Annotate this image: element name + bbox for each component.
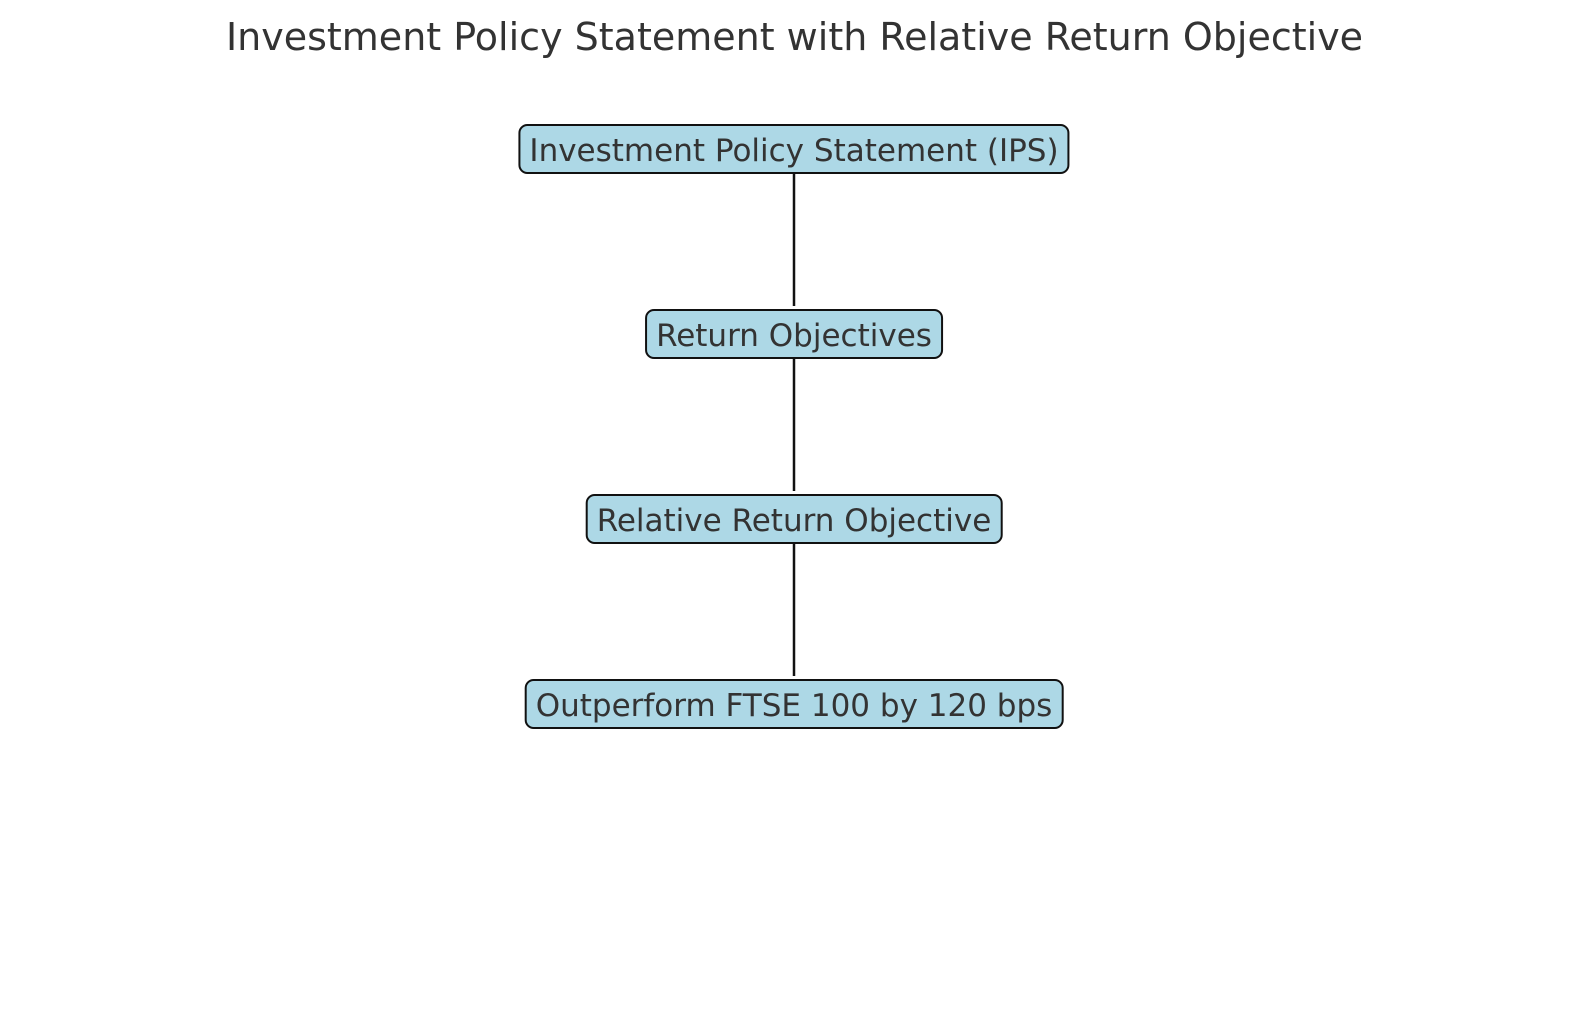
node-label: Return Objectives — [656, 318, 932, 354]
node-ips: Investment Policy Statement (IPS) — [518, 124, 1070, 174]
node-relative-return-objective: Relative Return Objective — [585, 494, 1003, 544]
node-label: Relative Return Objective — [596, 503, 992, 539]
node-return-objectives: Return Objectives — [645, 309, 943, 359]
diagram-title: Investment Policy Statement with Relativ… — [225, 15, 1364, 59]
node-label: Investment Policy Statement (IPS) — [529, 133, 1059, 169]
node-outperform-ftse: Outperform FTSE 100 by 120 bps — [524, 679, 1064, 729]
node-label: Outperform FTSE 100 by 120 bps — [535, 688, 1053, 724]
